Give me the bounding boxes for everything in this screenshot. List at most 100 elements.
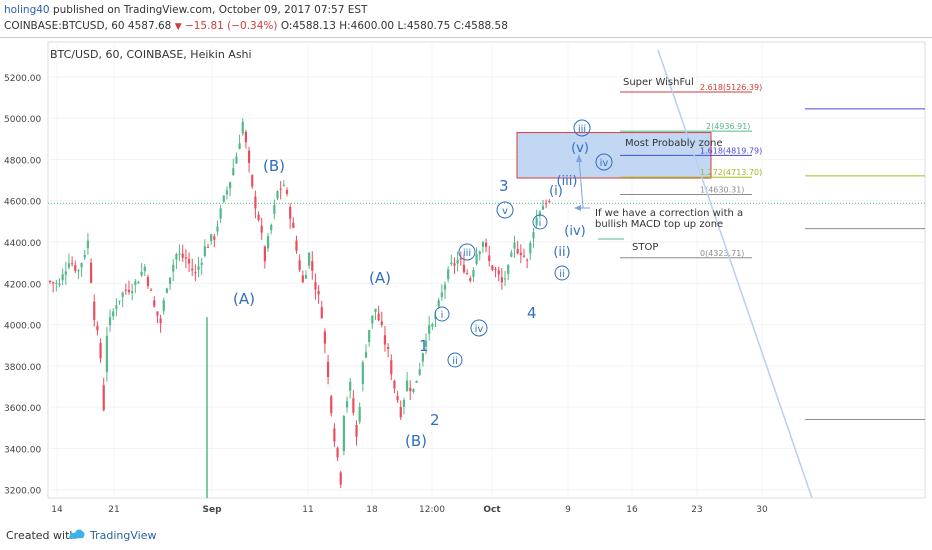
candle-body [254,196,257,209]
candle-body [115,305,118,309]
author-link[interactable]: holing40 [4,4,50,16]
wave-label-A2: (A) [369,269,391,287]
circle-small-iii-icon [573,119,591,137]
candle-body [377,313,380,321]
candle-body [503,278,507,280]
candle-body [415,380,418,383]
candle-body [339,472,342,485]
candle-body [225,190,229,195]
tradingview-logo-icon [69,529,85,539]
y-tick-label: 4800.00 [4,156,41,166]
candle-body [541,206,545,210]
candle-body [162,300,165,312]
candle-body [484,242,488,248]
chart-title: BTC/USD, 60, COINBASE, Heikin Ashi [50,48,252,61]
candle-body [71,263,74,265]
candle-body [165,288,169,293]
fib-label: 1.618(4819.79) [700,146,762,155]
candle-body [472,270,475,277]
wave-label-small-i: i [539,218,542,229]
trend-line[interactable] [657,49,813,499]
y-tick-label: 4200.00 [4,280,41,290]
wave-label-small-ii: ii [559,269,565,280]
candle-body [478,251,481,255]
candle-body [191,268,194,271]
candle-body [440,292,443,298]
circle-ii-icon [447,352,463,368]
y-tick-label: 5200.00 [4,74,41,84]
candle-body [232,168,235,175]
candle-body [453,263,456,266]
arrow-head-icon [576,154,582,162]
candle-body [371,315,374,324]
candle-body [89,262,93,283]
candle-body [450,262,453,265]
symbol-label[interactable]: COINBASE:BTCUSD, 60 [4,20,125,32]
candle-body [358,406,361,422]
candle-body [412,388,415,392]
wave-label-paren-i: (i) [549,184,563,199]
candle-body [320,307,323,319]
candle-body [500,277,503,283]
candle-body [124,289,127,291]
candle-body [475,254,478,264]
candle-body [491,265,494,270]
candle-body [352,398,355,413]
footer: Created with TradingView [0,520,932,550]
candle-body [200,262,203,265]
candle-body [251,175,254,187]
created-with-label: Created with [6,529,77,542]
candle-body [349,381,352,391]
candle-body [428,325,431,334]
candle-body [77,270,80,272]
candle-body [402,400,406,407]
y-tick-label: 4000.00 [4,322,41,332]
candle-body [235,156,238,164]
candle-body [529,243,532,254]
candle-body [513,242,516,249]
candle-body [194,272,197,274]
candle-body [456,259,459,264]
candle-body [526,259,529,261]
circle-small-iv-icon [595,153,613,171]
down-arrow-icon: ▼ [174,22,182,32]
candle-body [447,269,450,280]
x-tick-label: 21 [108,505,119,515]
chart-frame[interactable]: 3200.00 3400.00 3600.00 3800.00 4000.00 4200.… [0,37,932,521]
candle-body [330,396,333,414]
candle-body [301,275,304,283]
candle-body [459,258,462,260]
candle-body [333,428,336,442]
candle-body [175,254,178,260]
candle-body [289,206,292,219]
candle-body [532,232,535,239]
wave-label-i: i [441,310,444,321]
candle-body [361,362,364,384]
price-chart[interactable]: 3200.00 3400.00 3600.00 3800.00 4000.00 4200.… [0,38,932,520]
candle-body [112,311,115,317]
candle-body [314,282,317,290]
candle-body [276,191,279,199]
candle-body [393,380,396,389]
candle-body [326,361,330,378]
wave-label-1: 1 [419,337,429,355]
wave-label-paren-iv: (iv) [564,224,585,239]
candle-body [279,188,282,190]
arrow-line [578,157,584,209]
tradingview-brand-link[interactable]: TradingView [90,529,157,542]
candle-body [178,253,181,255]
pointer-head-icon [574,205,581,211]
candle-body [61,274,64,281]
x-tick-label: 11 [302,505,313,515]
candle-body [52,282,55,284]
wave-label-2: 2 [430,411,440,429]
annotation-stop: STOP [632,242,658,253]
candle-body [497,270,500,275]
candle-body [48,281,52,283]
x-tick-label: Oct [483,505,501,515]
candle-body [462,264,466,273]
candle-body [355,425,358,437]
candle-body [143,266,146,272]
x-tick-label: 18 [366,505,378,515]
plot-area[interactable] [47,41,926,499]
